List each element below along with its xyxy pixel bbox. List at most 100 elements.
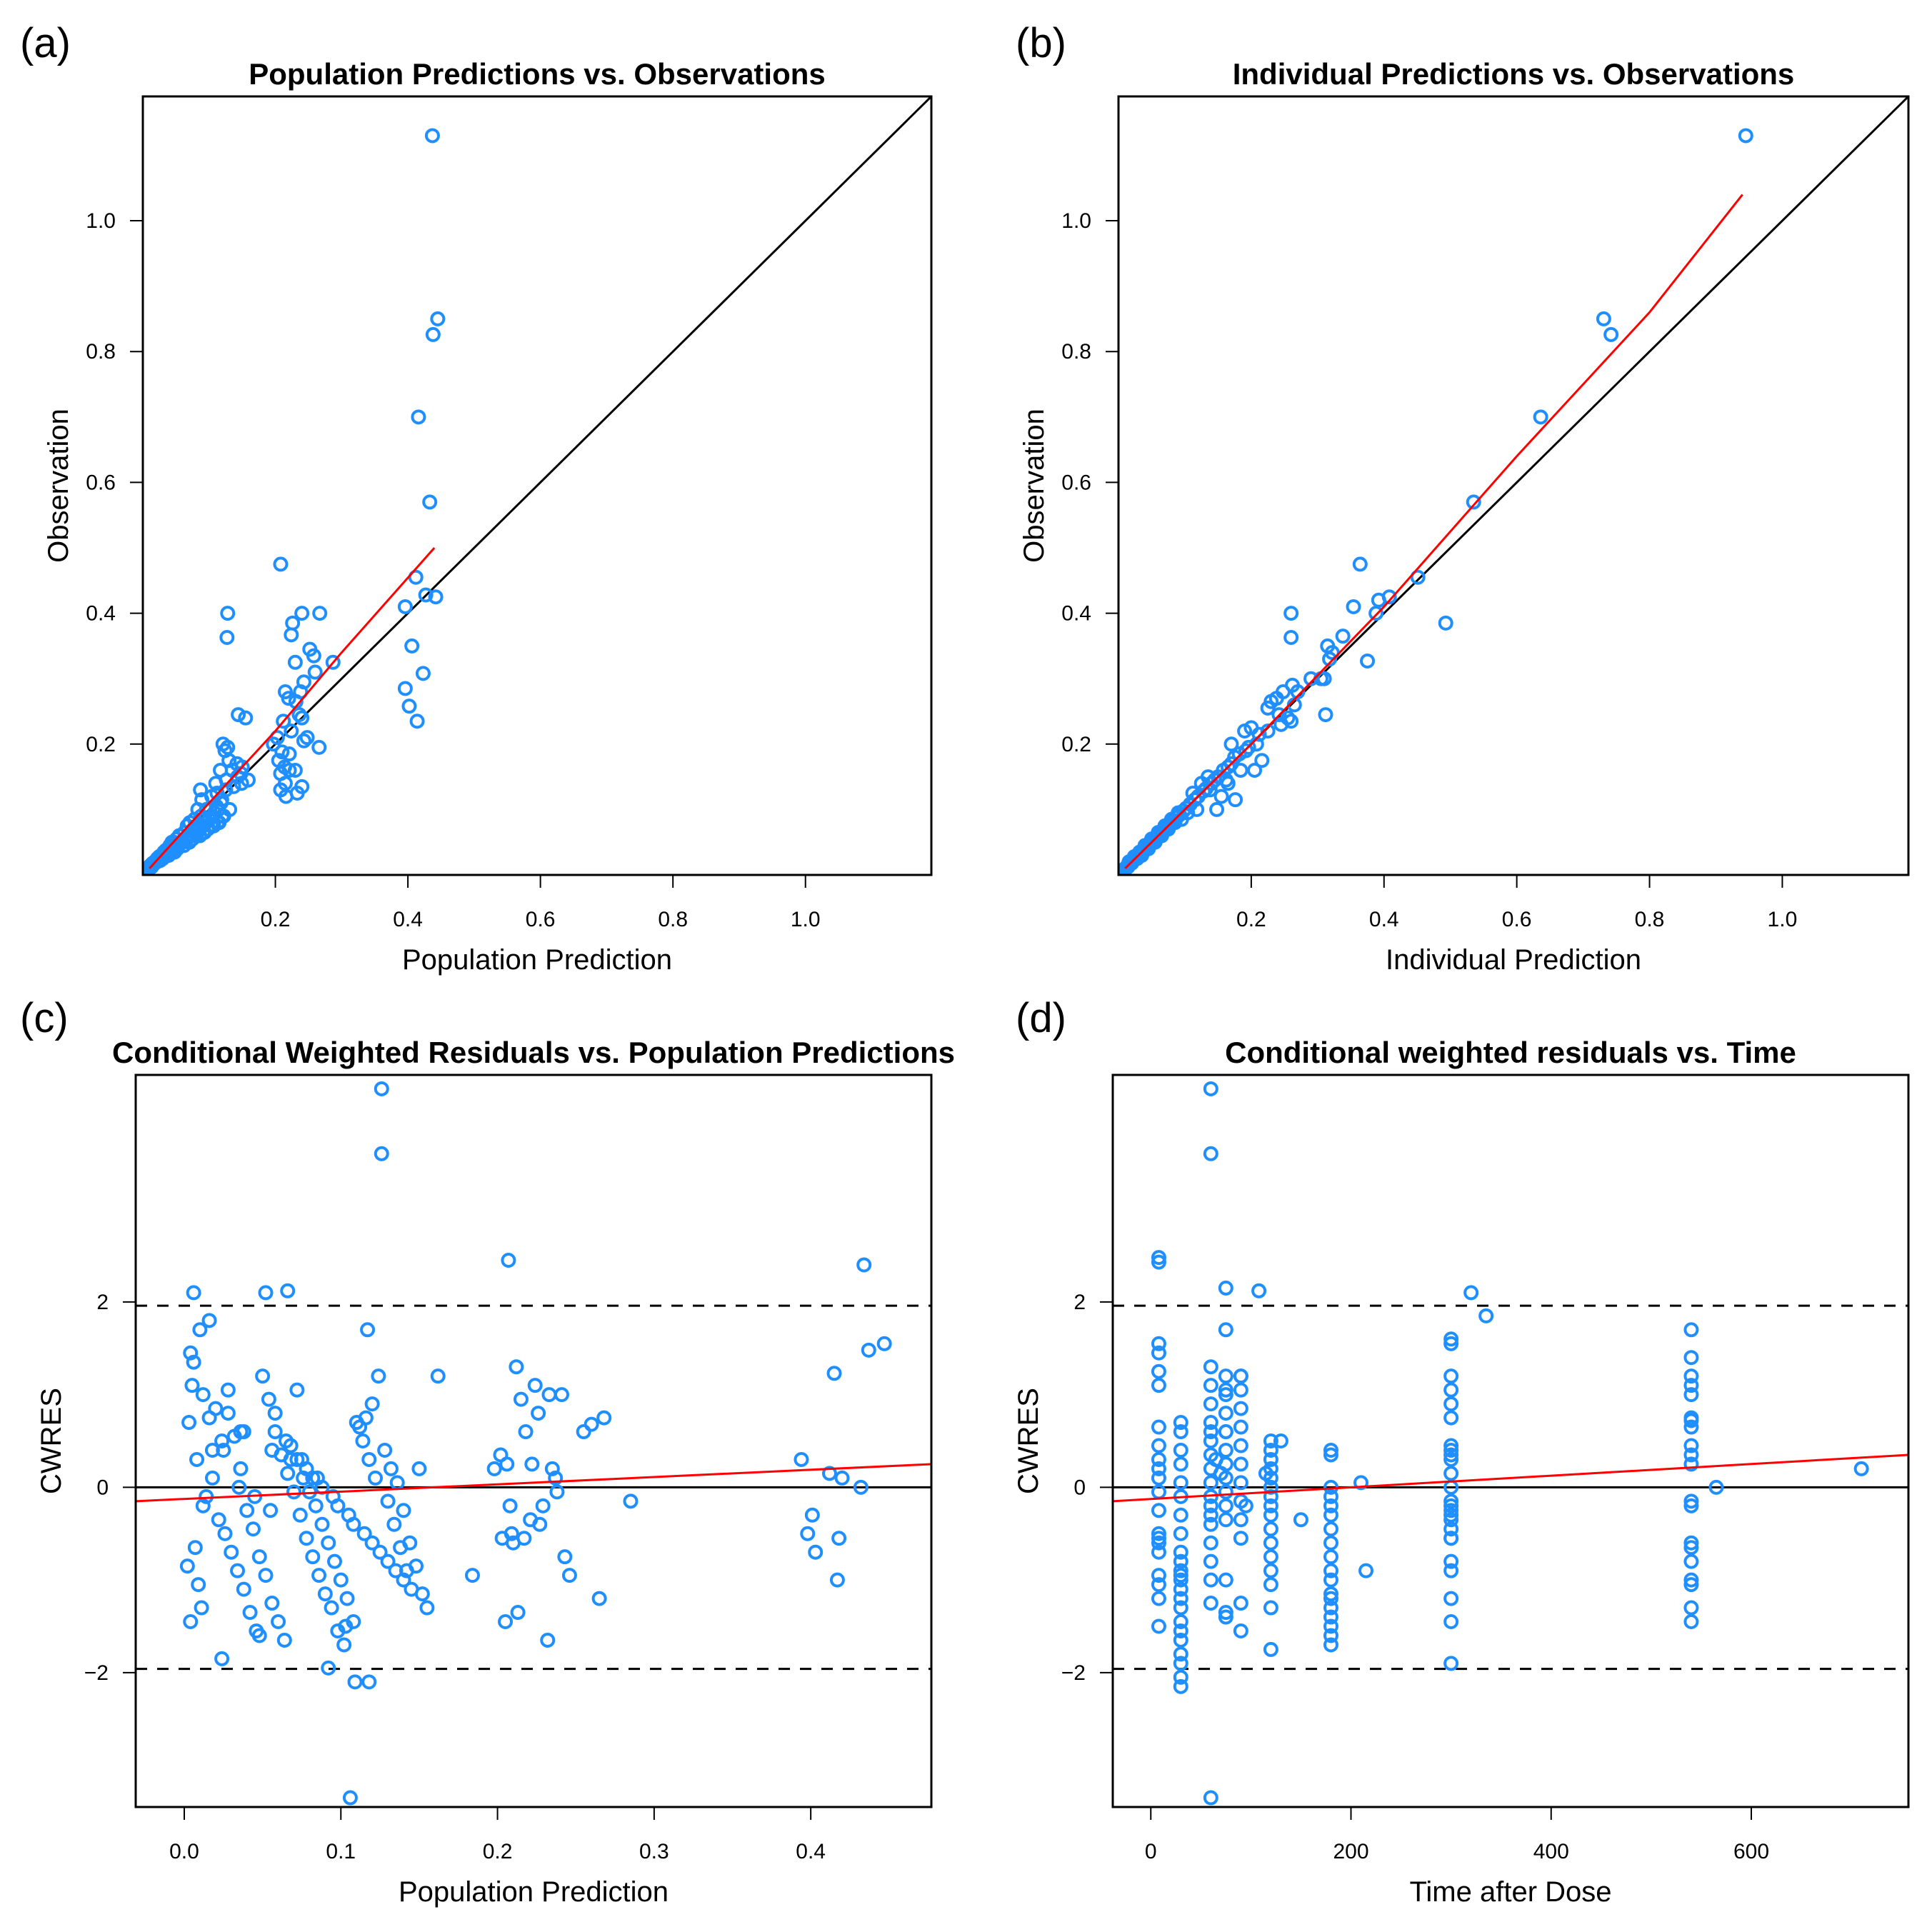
data-point bbox=[834, 1470, 850, 1486]
data-point bbox=[1263, 1461, 1278, 1476]
panel-b: (b) Individual Predictions vs. Observatio… bbox=[1016, 20, 1910, 976]
plot-frame bbox=[1111, 1073, 1910, 1808]
chart-title: Conditional Weighted Residuals vs. Popul… bbox=[112, 1036, 955, 1069]
y-tick-label: 0.2 bbox=[86, 733, 116, 756]
data-point bbox=[1228, 792, 1243, 808]
data-point bbox=[861, 1342, 876, 1358]
data-point bbox=[273, 556, 289, 572]
data-point bbox=[312, 606, 328, 621]
data-point bbox=[404, 1581, 419, 1597]
data-point bbox=[1443, 1466, 1459, 1481]
data-point bbox=[1233, 1401, 1248, 1416]
data-point bbox=[502, 1498, 518, 1513]
data-point bbox=[1323, 1586, 1338, 1602]
data-point bbox=[591, 1591, 607, 1606]
data-point bbox=[276, 1632, 292, 1648]
data-point bbox=[349, 1415, 364, 1431]
y-tick-label: 0.4 bbox=[86, 602, 116, 626]
data-point bbox=[1323, 1600, 1338, 1616]
data-point bbox=[1173, 1544, 1188, 1560]
data-point bbox=[143, 862, 154, 875]
data-point bbox=[1271, 707, 1287, 723]
data-point bbox=[388, 1563, 404, 1578]
data-point bbox=[1263, 1641, 1278, 1657]
data-point bbox=[549, 1484, 565, 1500]
data-point bbox=[1173, 1646, 1188, 1662]
data-point bbox=[544, 1461, 560, 1476]
data-point bbox=[1293, 1512, 1308, 1528]
chart-title: Individual Predictions vs. Observations bbox=[1233, 57, 1795, 91]
data-point bbox=[1203, 1146, 1218, 1161]
identity-line bbox=[143, 96, 931, 875]
data-point bbox=[1233, 1382, 1248, 1398]
data-point bbox=[305, 1549, 321, 1565]
data-point bbox=[1263, 1498, 1278, 1513]
data-point bbox=[274, 744, 290, 760]
x-tick-label: 0.0 bbox=[169, 1840, 199, 1863]
data-point bbox=[324, 1600, 339, 1616]
data-point bbox=[1151, 1535, 1166, 1551]
data-point bbox=[1346, 599, 1361, 614]
data-point bbox=[361, 1451, 377, 1467]
data-point bbox=[1263, 1521, 1278, 1537]
data-point bbox=[372, 1544, 388, 1560]
data-point bbox=[518, 1424, 534, 1440]
y-tick-label: 1.0 bbox=[1061, 209, 1091, 233]
data-point bbox=[800, 1526, 816, 1541]
data-point bbox=[1263, 1563, 1278, 1578]
plot-area bbox=[1118, 96, 1908, 875]
data-point bbox=[242, 1605, 258, 1621]
data-point bbox=[1173, 1632, 1188, 1648]
data-point bbox=[1443, 1368, 1459, 1384]
data-point bbox=[1708, 1479, 1724, 1495]
data-point bbox=[371, 1368, 386, 1384]
data-point bbox=[1683, 1438, 1699, 1453]
data-point bbox=[1251, 726, 1267, 742]
data-point bbox=[1218, 1280, 1233, 1296]
data-point bbox=[1209, 801, 1225, 817]
x-tick-label: 400 bbox=[1533, 1840, 1569, 1863]
data-point bbox=[548, 1470, 564, 1486]
data-point bbox=[220, 606, 236, 621]
data-point bbox=[251, 1628, 267, 1643]
data-point bbox=[1173, 1415, 1188, 1431]
data-point bbox=[1323, 1572, 1338, 1588]
data-point bbox=[281, 762, 297, 778]
data-point bbox=[1151, 1363, 1166, 1379]
data-point bbox=[1360, 653, 1376, 669]
data-point bbox=[208, 776, 224, 791]
data-point bbox=[1203, 1498, 1218, 1513]
data-point bbox=[418, 587, 434, 603]
data-point bbox=[1683, 1350, 1699, 1366]
panel-a: (a) Population Predictions vs. Observatio… bbox=[20, 20, 933, 976]
data-point bbox=[1247, 762, 1263, 778]
data-point bbox=[289, 1382, 305, 1398]
data-point bbox=[338, 1618, 354, 1634]
data-point bbox=[1233, 1475, 1248, 1491]
data-point bbox=[195, 1498, 211, 1513]
data-point bbox=[1853, 1461, 1869, 1476]
data-point bbox=[173, 836, 189, 851]
data-point bbox=[1323, 1549, 1338, 1565]
data-point bbox=[1533, 409, 1548, 425]
data-point bbox=[531, 1406, 546, 1421]
data-point bbox=[1213, 1466, 1228, 1481]
data-point bbox=[1283, 606, 1299, 621]
data-point bbox=[287, 654, 303, 670]
data-point bbox=[516, 1531, 532, 1546]
x-tick-label: 600 bbox=[1733, 1840, 1769, 1863]
data-point bbox=[1233, 1419, 1248, 1435]
data-point bbox=[1233, 1438, 1248, 1453]
data-point bbox=[1203, 1433, 1218, 1448]
data-point bbox=[1218, 1424, 1233, 1440]
x-tick-label: 0.2 bbox=[483, 1840, 513, 1863]
data-point bbox=[1185, 786, 1201, 801]
data-point bbox=[1151, 1419, 1166, 1435]
data-point bbox=[263, 1503, 279, 1518]
data-point bbox=[1352, 556, 1368, 572]
data-point bbox=[1260, 700, 1276, 716]
x-tick-label: 1.0 bbox=[1768, 908, 1798, 931]
data-point bbox=[1683, 1535, 1699, 1551]
data-point bbox=[1443, 1507, 1459, 1523]
